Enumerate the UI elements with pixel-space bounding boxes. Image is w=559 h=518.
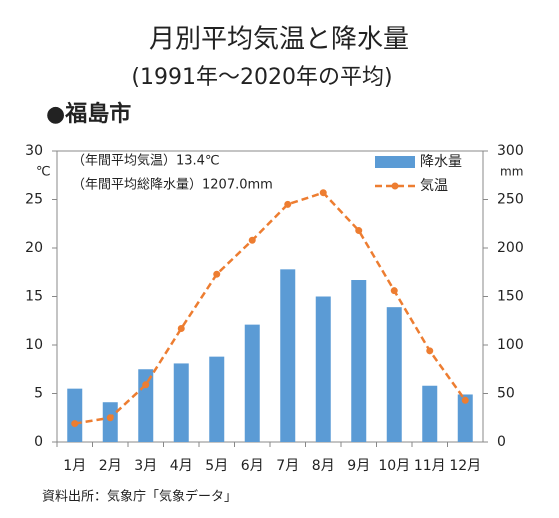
bar	[422, 385, 438, 442]
annotation: （年間平均総降水量）1207.0mm	[72, 178, 273, 193]
y-tick-label: 0	[34, 434, 43, 450]
y-axis-unit: ℃	[36, 165, 51, 180]
y-tick-label: 5	[34, 386, 43, 402]
bar	[457, 394, 473, 442]
legend-label: 気温	[420, 178, 448, 194]
chart-subtitle: (1991年～2020年の平均)	[131, 65, 392, 90]
y2-tick-label: 150	[497, 289, 524, 305]
x-tick-label: 6月	[241, 458, 264, 474]
bar	[173, 363, 189, 442]
bar	[315, 296, 331, 442]
y2-axis-unit: mm	[500, 165, 523, 179]
x-tick-label: 8月	[312, 458, 335, 474]
chart-title: 月別平均気温と降水量	[149, 25, 409, 55]
y-tick-label: 25	[25, 192, 43, 208]
x-tick-label: 5月	[205, 458, 228, 474]
plot-frame	[56, 150, 484, 443]
line-marker	[319, 189, 327, 197]
x-tick-label: 4月	[170, 458, 193, 474]
line-marker	[390, 287, 398, 295]
annotation: （年間平均気温）13.4℃	[72, 153, 220, 169]
bar	[67, 388, 83, 442]
y2-tick-label: 300	[497, 143, 524, 159]
y2-tick-label: 0	[497, 434, 506, 450]
x-tick-label: 12月	[449, 458, 481, 474]
bar	[102, 402, 118, 442]
source: 資料出所：気象庁「気象データ」	[42, 489, 237, 505]
line-marker	[426, 347, 434, 355]
x-tick-label: 2月	[99, 458, 122, 474]
line-marker	[213, 270, 221, 278]
y-tick-label: 20	[25, 240, 43, 256]
x-tick-label: 9月	[347, 458, 370, 474]
y2-tick-label: 200	[497, 240, 524, 256]
y2-tick-label: 100	[497, 337, 524, 353]
x-tick-label: 11月	[414, 458, 446, 474]
line-marker	[461, 396, 469, 404]
x-tick-label: 10月	[378, 458, 410, 474]
y2-tick-label: 250	[497, 192, 524, 208]
y-tick-label: 10	[25, 337, 43, 353]
y-tick-label: 30	[25, 143, 43, 159]
legend-swatch	[391, 182, 399, 190]
line-marker	[142, 381, 150, 389]
bar	[351, 280, 367, 442]
line-marker	[106, 414, 114, 422]
bar	[386, 307, 402, 442]
legend-swatch	[375, 156, 415, 168]
line-marker	[71, 420, 79, 428]
y-tick-label: 15	[25, 289, 43, 305]
line-marker	[355, 227, 363, 235]
line-marker	[248, 236, 256, 244]
x-tick-label: 1月	[63, 458, 86, 474]
bar	[244, 324, 260, 442]
x-tick-label: 3月	[134, 458, 157, 474]
line-marker	[284, 200, 292, 208]
bar	[138, 369, 154, 442]
y2-tick-label: 50	[497, 386, 515, 402]
line-marker	[177, 325, 185, 333]
location: ●福島市	[46, 101, 131, 127]
x-tick-label: 7月	[276, 458, 299, 474]
bar	[280, 269, 296, 442]
line	[74, 191, 467, 425]
bar	[209, 356, 225, 442]
legend-label: 降水量	[420, 154, 462, 170]
